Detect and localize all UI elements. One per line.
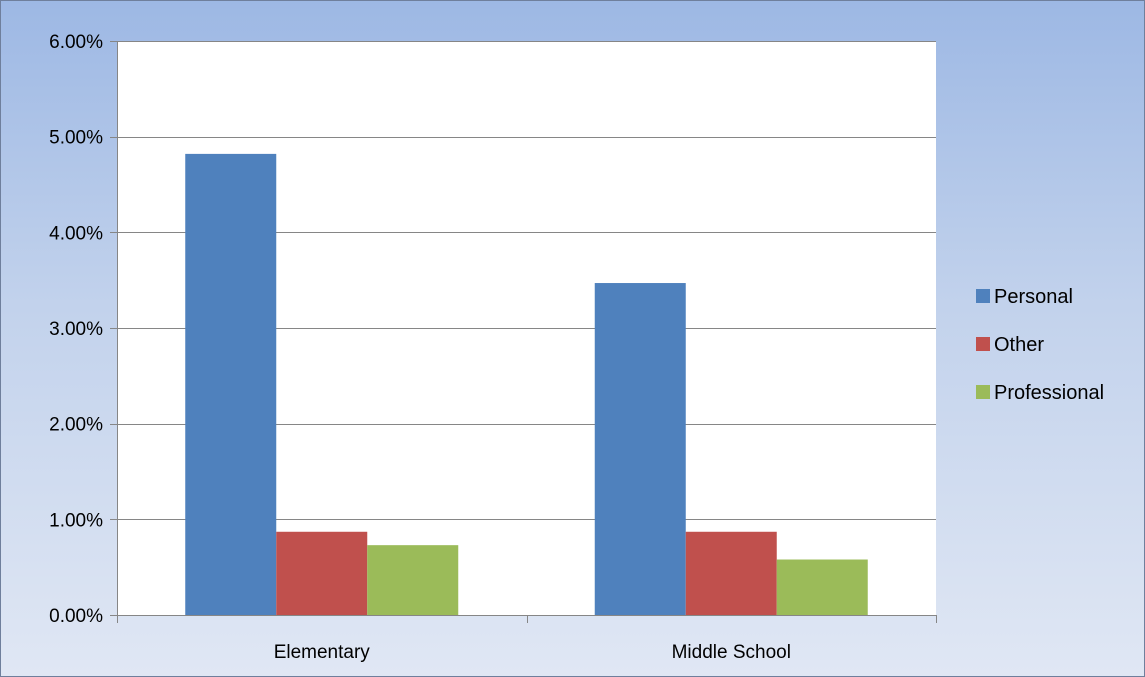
x-tick-label: Elementary [274,642,371,663]
x-tick-label: Middle School [672,642,791,663]
bar-other-elementary [276,531,368,615]
y-tick-label: 5.00% [49,128,103,149]
bar-personal-middle-school [594,283,686,615]
y-tick-label: 6.00% [49,32,103,53]
bar-other-middle-school [685,531,777,615]
y-tick-label: 1.00% [49,510,103,531]
bar-personal-elementary [185,153,277,616]
axes [110,41,937,623]
legend-label-professional: Professional [994,382,1104,404]
y-tick-label: 4.00% [49,223,103,244]
y-tick-label: 0.00% [49,606,103,627]
bars [185,153,868,616]
legend-swatch-professional [976,385,990,399]
bar-professional-elementary [367,545,459,615]
y-tick-label: 2.00% [49,415,103,436]
legend-swatch-other [976,337,990,351]
y-tick-label: 3.00% [49,319,103,340]
legend-label-personal: Personal [994,286,1073,308]
y-axis-tick-labels: 0.00% 1.00% 2.00% 3.00% 4.00% 5.00% 6.00% [49,32,103,627]
legend: Personal Other Professional [976,286,1104,404]
legend-swatch-personal [976,289,990,303]
bar-professional-middle-school [776,559,868,615]
x-axis-tick-labels: Elementary Middle School [274,642,791,663]
legend-label-other: Other [994,334,1044,356]
